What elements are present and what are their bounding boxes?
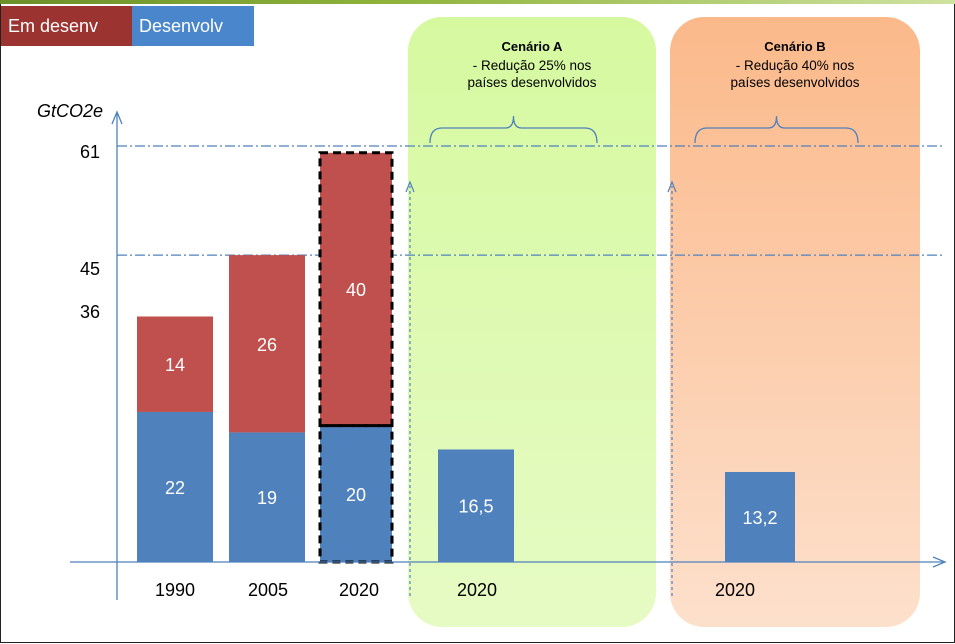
legend-desenvolv-label: Desenvolv [139,16,224,36]
bar-label-em-desenv-1: 26 [257,335,277,355]
bar-desenvolv-4 [725,471,795,562]
scenario-a-line1: - Redução 25% nos [472,58,592,73]
x-axis-arrowhead [932,556,947,568]
y-tick-36: 36 [80,302,101,322]
legend-em-desenv-label: Em desenv [8,16,99,36]
bar-label-desenvolv-3: 16,5 [458,497,493,517]
bar-label-desenvolv-4: 13,2 [742,508,777,528]
legend-em-desenv: Em desenv [1,6,132,46]
scenario-arrow-head-1 [405,180,415,193]
x-label-2005: 2005 [247,580,289,600]
bar-em-desenv-1 [229,255,305,433]
scenario-a-line2: países desenvolvidos [467,75,597,90]
x-label-2020: 2020 [338,580,380,600]
x-label-1990: 1990 [154,580,196,600]
bar-label-desenvolv-0: 22 [165,478,185,498]
bar-em-desenv-2 [320,152,392,426]
bar-outline-em-desenv-2020 [318,151,394,428]
scenario-b-title: Cenário B [764,39,826,54]
y-tick-61: 61 [80,142,101,162]
bar-desenvolv-1 [229,432,305,562]
scenario-brace-2 [694,115,859,144]
bar-label-desenvolv-1: 19 [257,488,277,508]
scenario-arrow-head-2 [667,180,677,193]
top-accent-bar [0,0,955,4]
x-label-2020-scenario-b: 2020 [714,580,756,600]
bar-desenvolv-2 [320,425,392,562]
scenario-a-title: Cenário A [501,39,563,54]
bar-label-em-desenv-0: 14 [165,355,185,375]
y-axis-unit-label: GtCO2e [37,101,104,121]
y-axis-arrowhead [111,110,123,125]
x-label-2020-scenario-a: 2020 [456,580,498,600]
scenario-b-line1: - Redução 40% nos [735,58,855,73]
bar-desenvolv-0 [137,411,213,562]
bar-em-desenv-0 [137,316,213,412]
y-tick-45: 45 [80,259,101,279]
legend-desenvolv: Desenvolv [132,6,254,46]
scenario-brace-1 [429,115,598,144]
bar-label-desenvolv-2: 20 [346,485,366,505]
bar-label-em-desenv-2: 40 [346,280,366,300]
bar-desenvolv-3 [438,449,514,562]
scenario-b-line2: países desenvolvidos [730,75,860,90]
